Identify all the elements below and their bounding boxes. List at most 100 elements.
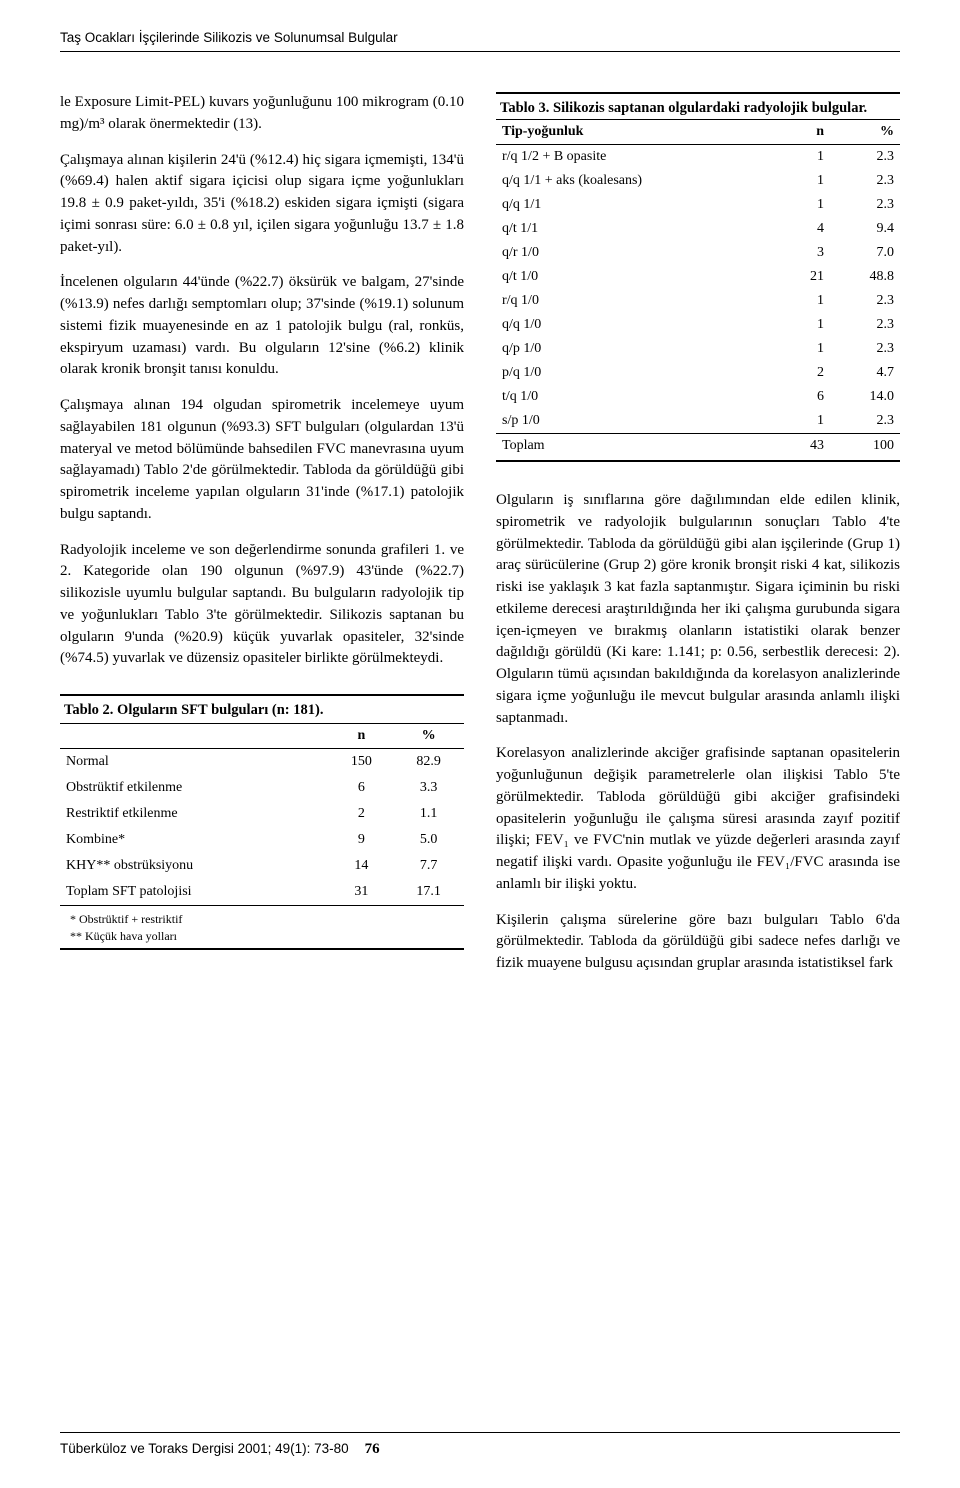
table-row: Obstrüktif etkilenme 6 3.3 — [60, 775, 464, 801]
table-cell: s/p 1/0 — [496, 409, 760, 434]
two-column-layout: le Exposure Limit-PEL) kuvars yoğunluğun… — [60, 92, 900, 989]
table-row: q/r 1/037.0 — [496, 241, 900, 265]
running-head: Taş Ocakları İşçilerinde Silikozis ve So… — [60, 30, 900, 45]
table-cell: Toplam SFT patolojisi — [60, 879, 329, 906]
table-3-title: Tablo 3. Silikozis saptanan olgulardaki … — [496, 94, 900, 119]
table-cell: 14.0 — [830, 385, 900, 409]
table-cell: KHY** obstrüksiyonu — [60, 853, 329, 879]
table-row: Toplam SFT patolojisi 31 17.1 — [60, 879, 464, 906]
table-cell: q/p 1/0 — [496, 337, 760, 361]
table-cell: 1 — [760, 313, 830, 337]
table-cell: 150 — [329, 749, 393, 776]
paragraph: le Exposure Limit-PEL) kuvars yoğunluğun… — [60, 92, 464, 136]
table-cell: Normal — [60, 749, 329, 776]
table-row: r/q 1/2 + B opasite12.3 — [496, 145, 900, 170]
table-cell: p/q 1/0 — [496, 361, 760, 385]
table-cell: 100 — [830, 434, 900, 462]
table-cell: r/q 1/2 + B opasite — [496, 145, 760, 170]
table-cell: 14 — [329, 853, 393, 879]
paragraph: İncelenen olguların 44'ünde (%22.7) öksü… — [60, 272, 464, 381]
table-row: q/t 1/149.4 — [496, 217, 900, 241]
header-rule — [60, 51, 900, 52]
table-note: * Obstrüktif + restriktif — [70, 912, 458, 927]
table-cell: q/r 1/0 — [496, 241, 760, 265]
table-cell: q/t 1/1 — [496, 217, 760, 241]
table-cell: 21 — [760, 265, 830, 289]
footer-rule — [60, 1432, 900, 1433]
table-cell: q/q 1/1 + aks (koalesans) — [496, 169, 760, 193]
table-cell: q/q 1/0 — [496, 313, 760, 337]
table-cell: 3 — [760, 241, 830, 265]
table-2-notes: * Obstrüktif + restriktif ** Küçük hava … — [60, 906, 464, 950]
paragraph: Olguların iş sınıflarına göre dağılımınd… — [496, 490, 900, 729]
table-cell: q/q 1/1 — [496, 193, 760, 217]
table-row: q/t 1/02148.8 — [496, 265, 900, 289]
table-row: Normal 150 82.9 — [60, 749, 464, 776]
footer-journal: Tüberküloz ve Toraks Dergisi 2001; 49(1)… — [60, 1441, 349, 1456]
table-2-data: n % Normal 150 82.9 Obstrüktif etkilenme… — [60, 723, 464, 906]
table-cell: q/t 1/0 — [496, 265, 760, 289]
table-2-title: Tablo 2. Olguların SFT bulguları (n: 181… — [60, 696, 464, 723]
paragraph: Çalışmaya alınan kişilerin 24'ü (%12.4) … — [60, 150, 464, 259]
table-cell: 43 — [760, 434, 830, 462]
table-cell: 48.8 — [830, 265, 900, 289]
table-row: q/p 1/012.3 — [496, 337, 900, 361]
table-row: Kombine* 9 5.0 — [60, 827, 464, 853]
table-cell: 82.9 — [393, 749, 464, 776]
table-cell: 3.3 — [393, 775, 464, 801]
table-3-data: Tip-yoğunluk n % r/q 1/2 + B opasite12.3… — [496, 119, 900, 462]
table-header: Tip-yoğunluk — [496, 120, 760, 145]
table-cell: 31 — [329, 879, 393, 906]
right-column: Tablo 3. Silikozis saptanan olgulardaki … — [496, 92, 900, 989]
table-row: q/q 1/112.3 — [496, 193, 900, 217]
table-header — [60, 724, 329, 749]
table-cell: 5.0 — [393, 827, 464, 853]
paragraph: Radyolojik inceleme ve son değerlendirme… — [60, 540, 464, 671]
table-cell: 6 — [329, 775, 393, 801]
table-cell: 2.3 — [830, 289, 900, 313]
table-row: q/q 1/012.3 — [496, 313, 900, 337]
table-cell: 2 — [329, 801, 393, 827]
table-total-row: Toplam43100 — [496, 434, 900, 462]
table-cell: r/q 1/0 — [496, 289, 760, 313]
table-cell: t/q 1/0 — [496, 385, 760, 409]
table-cell: 1 — [760, 337, 830, 361]
table-header: % — [393, 724, 464, 749]
footer-page-number: 76 — [365, 1441, 380, 1458]
page-footer: Tüberküloz ve Toraks Dergisi 2001; 49(1)… — [60, 1432, 900, 1458]
table-cell: 2.3 — [830, 193, 900, 217]
table-cell: 2 — [760, 361, 830, 385]
table-cell: 2.3 — [830, 145, 900, 170]
table-cell: 7.0 — [830, 241, 900, 265]
table-cell: 1 — [760, 169, 830, 193]
paragraph: Korelasyon analizlerinde akciğer grafisi… — [496, 743, 900, 895]
table-cell: 1 — [760, 145, 830, 170]
paragraph: Çalışmaya alınan 194 olgudan spirometrik… — [60, 395, 464, 526]
table-row: t/q 1/0614.0 — [496, 385, 900, 409]
table-cell: 17.1 — [393, 879, 464, 906]
table-row: s/p 1/012.3 — [496, 409, 900, 434]
table-cell: Kombine* — [60, 827, 329, 853]
table-cell: 2.3 — [830, 409, 900, 434]
table-cell: 1.1 — [393, 801, 464, 827]
table-header: n — [329, 724, 393, 749]
table-3: Tablo 3. Silikozis saptanan olgulardaki … — [496, 92, 900, 462]
table-cell: 2.3 — [830, 169, 900, 193]
table-row: KHY** obstrüksiyonu 14 7.7 — [60, 853, 464, 879]
table-row: p/q 1/024.7 — [496, 361, 900, 385]
table-row: q/q 1/1 + aks (koalesans)12.3 — [496, 169, 900, 193]
table-header: % — [830, 120, 900, 145]
table-cell: 1 — [760, 289, 830, 313]
table-cell: 9.4 — [830, 217, 900, 241]
left-column: le Exposure Limit-PEL) kuvars yoğunluğun… — [60, 92, 464, 989]
table-cell: 4.7 — [830, 361, 900, 385]
table-note: ** Küçük hava yolları — [70, 929, 458, 944]
table-header: n — [760, 120, 830, 145]
table-cell: 9 — [329, 827, 393, 853]
paragraph: Kişilerin çalışma sürelerine göre bazı b… — [496, 910, 900, 975]
table-cell: 1 — [760, 193, 830, 217]
table-cell: 4 — [760, 217, 830, 241]
table-cell: Toplam — [496, 434, 760, 462]
table-2: Tablo 2. Olguların SFT bulguları (n: 181… — [60, 694, 464, 950]
table-row: Restriktif etkilenme 2 1.1 — [60, 801, 464, 827]
